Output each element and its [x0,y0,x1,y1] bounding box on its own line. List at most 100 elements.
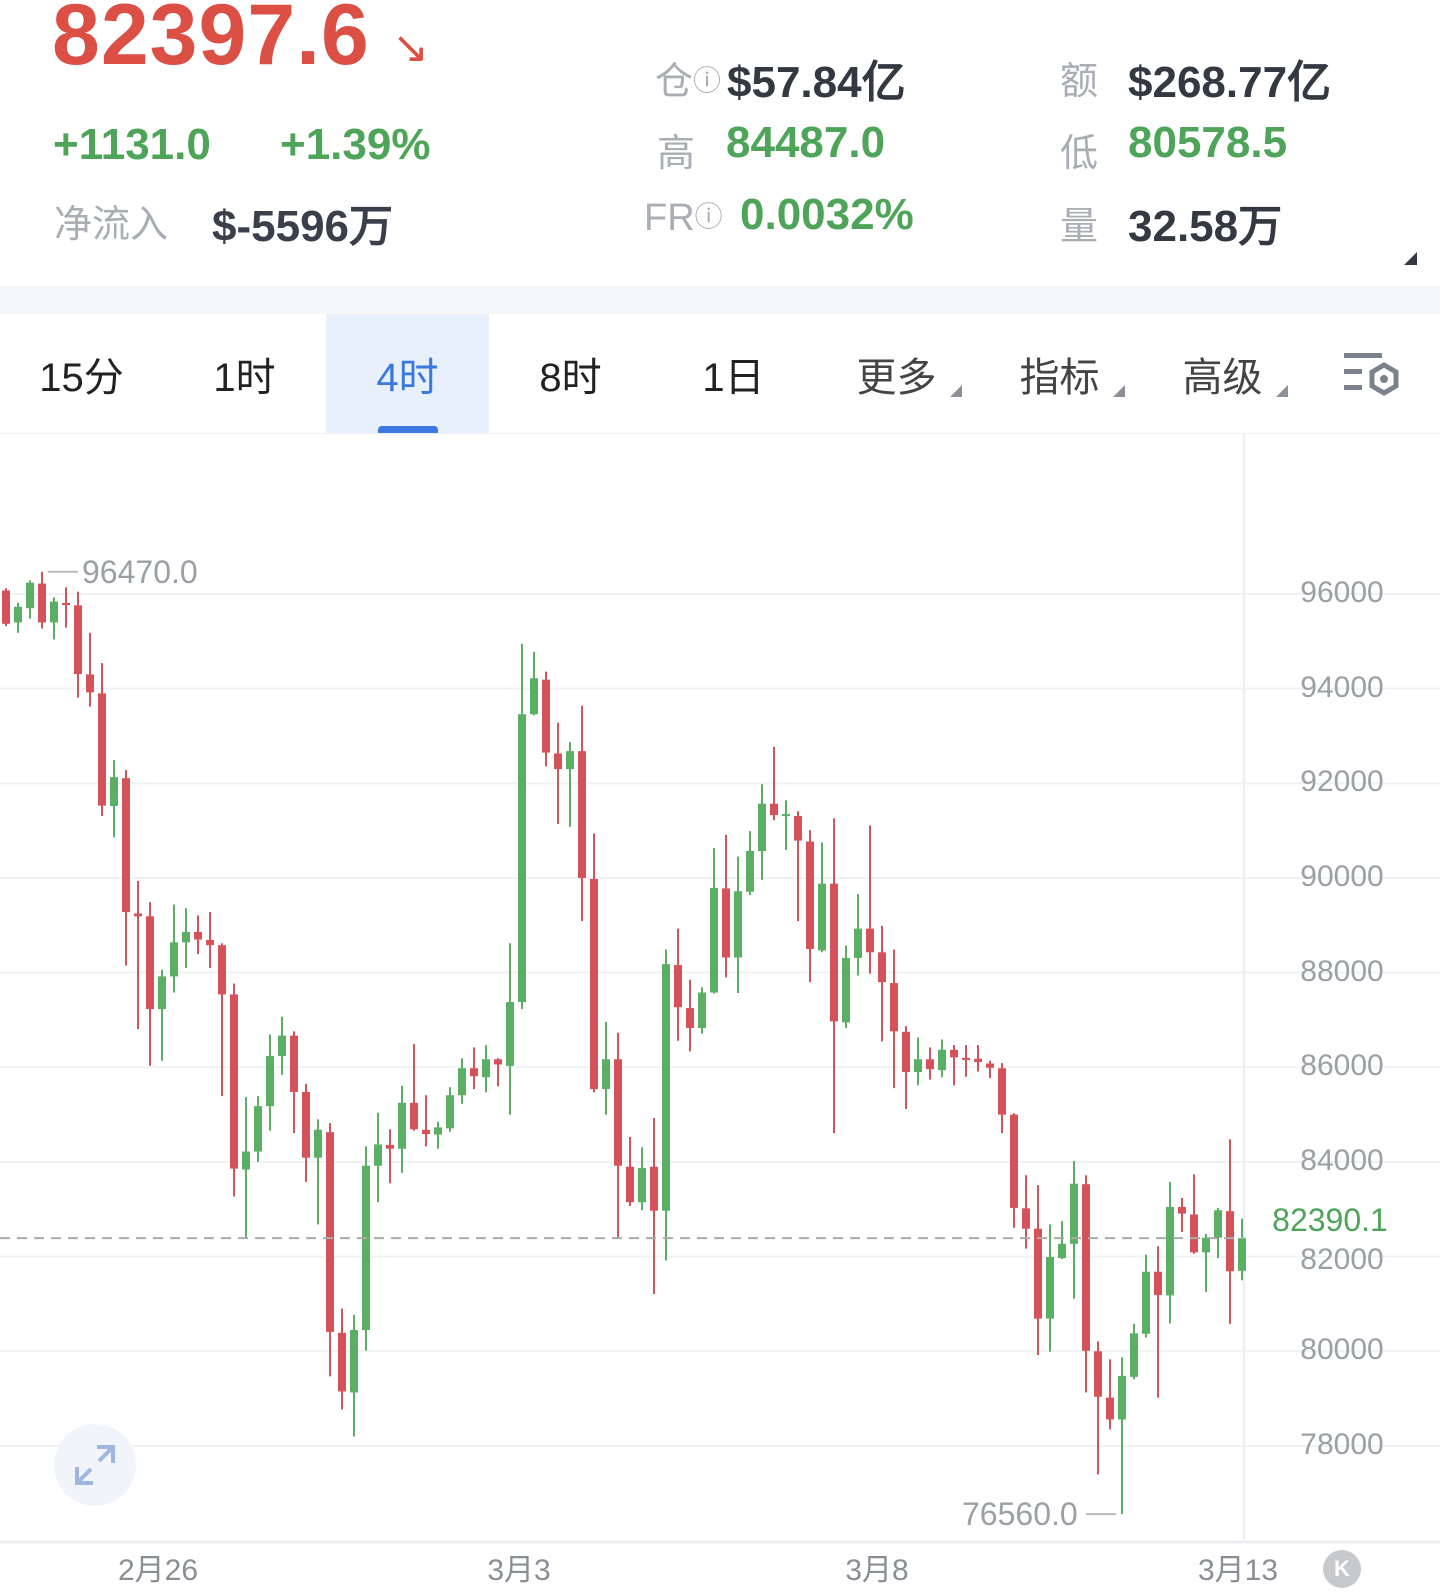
candle [506,943,514,1115]
x-tick-label: 3月8 [845,1554,909,1587]
tab-1d[interactable]: 1日 [652,314,815,433]
candle [566,742,574,827]
tab-15m[interactable]: 15分 [0,314,163,433]
tab-advanced[interactable]: 高级 [1141,314,1304,433]
candle-body [98,693,106,806]
candle-body [794,815,802,841]
dropdown-triangle-icon [949,384,962,397]
y-tick-label: 80000 [1300,1333,1384,1367]
candle-body [134,913,142,917]
last-price-tag: 82390.1 [1250,1202,1410,1239]
candle [734,856,742,993]
tab-label: 8时 [539,355,602,400]
candle [206,912,214,968]
candle [626,1136,634,1206]
candle-body [530,678,538,715]
candle [710,848,718,994]
candle [74,591,82,698]
candle [278,1016,286,1075]
net-inflow-value: $-5596万 [212,202,394,251]
funding-rate-label[interactable]: FRⓘ [644,195,723,240]
candle-body [386,1144,394,1149]
chart-settings-button[interactable] [1304,314,1440,433]
candle [1226,1139,1234,1324]
y-tick-label: 88000 [1300,954,1384,988]
candle [134,880,142,1029]
help-icon[interactable]: ⓘ [693,65,722,96]
tab-8h[interactable]: 8时 [489,314,652,433]
candle [26,580,34,619]
open-interest-value: $57.84亿 [727,58,906,107]
y-tick-label: 78000 [1300,1427,1384,1461]
candle-body [806,841,814,949]
candle [218,943,226,1097]
candle [806,830,814,983]
candle-body [818,883,826,951]
candle [290,1031,298,1134]
expand-stats-icon[interactable] [1404,252,1417,265]
candle-body [1022,1208,1030,1229]
candle-body [722,888,730,958]
candle-body [110,777,118,807]
help-icon[interactable]: ⓘ [694,201,723,232]
candle [242,1097,250,1238]
candle-body [218,945,226,995]
candle [830,818,838,1134]
candle [938,1039,946,1078]
candle [866,825,874,974]
candle [1094,1341,1102,1475]
interval-tabs: 15分 1时 4时 8时 1日 更多 指标 高级 [0,314,1440,434]
dropdown-triangle-icon [1112,384,1125,397]
candle [14,602,22,633]
candle-body [926,1059,934,1070]
candle [362,1146,370,1351]
candle [182,908,190,968]
candle-body [1106,1397,1114,1420]
candle-body [74,605,82,674]
fullscreen-button[interactable] [54,1424,136,1506]
tab-label: 15分 [39,355,124,400]
low-marker-label: 76560.0 [962,1496,1078,1533]
tab-4h[interactable]: 4时 [326,314,489,433]
tab-indicators[interactable]: 指标 [978,314,1141,433]
candle-body [230,994,238,1169]
candle-body [614,1059,622,1166]
candle-body [242,1151,250,1170]
low-value: 80578.5 [1128,118,1288,167]
candle-body [398,1102,406,1149]
candle [650,1117,658,1295]
candle-body [38,583,46,623]
candle [158,969,166,1061]
candle [50,597,58,640]
candle-body [1166,1206,1174,1296]
chart-settings-icon [1344,352,1399,396]
candle-body [698,992,706,1029]
candle [266,1034,274,1131]
candles [2,571,1246,1515]
candle-body [470,1068,478,1077]
tab-1h[interactable]: 1时 [163,314,326,433]
candle [974,1045,982,1072]
candle-body [1046,1257,1054,1319]
high-marker-label: 96470.0 [82,553,198,590]
candle [86,632,94,707]
open-interest-label[interactable]: 仓ⓘ [655,50,721,105]
candle [638,1147,646,1211]
candle [518,643,526,1010]
candle-body [1010,1114,1018,1208]
candle [494,1058,502,1087]
tab-label: 高级 [1182,355,1263,400]
dropdown-triangle-icon [1275,384,1288,397]
candle [818,842,826,953]
candle [998,1063,1006,1134]
candle [770,746,778,821]
candle-body [1034,1228,1042,1319]
grid-lines [0,593,1440,1447]
tab-more[interactable]: 更多 [815,314,978,433]
candlestick-chart[interactable] [0,433,1440,1596]
candle-body [26,582,34,609]
candle-body [1226,1211,1234,1272]
candle [434,1121,442,1149]
scroll-to-latest-icon[interactable]: K [1323,1550,1361,1588]
candle [698,987,706,1034]
